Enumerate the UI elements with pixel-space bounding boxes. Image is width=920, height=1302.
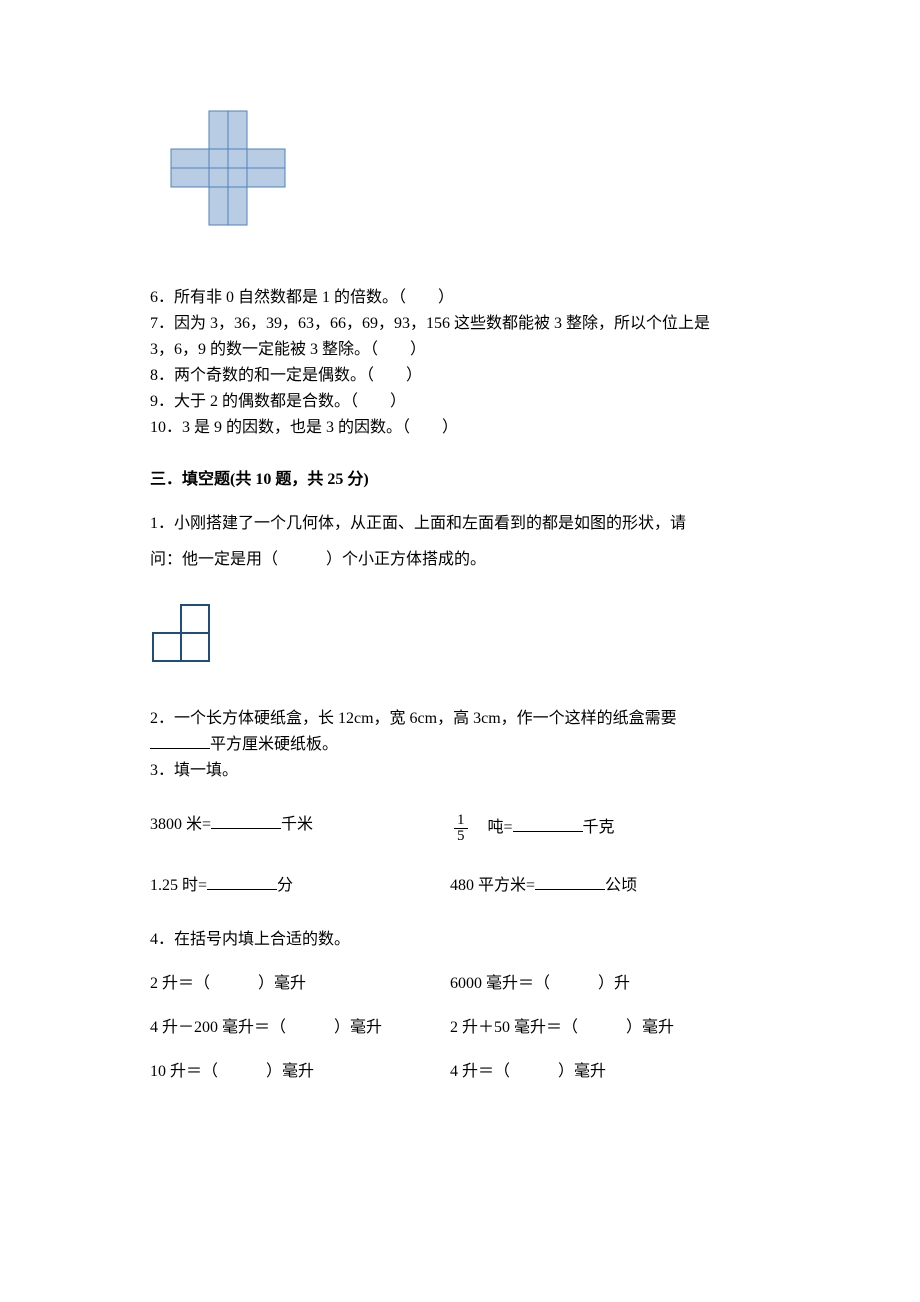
- cross-net-figure: [170, 110, 770, 236]
- q3-r2-right-prefix: 480 平方米=: [450, 877, 535, 894]
- q3-r2-left-suffix: 分: [277, 877, 293, 894]
- s3-q2-line1: 2．一个长方体硬纸盒，长 12cm，宽 6cm，高 3cm，作一个这样的纸盒需要: [150, 707, 770, 731]
- q3-r1-left-blank: [211, 813, 281, 829]
- s3-q3: 3．填一填。: [150, 759, 770, 783]
- q4-r1-right: 6000 毫升＝（ ）升: [450, 972, 770, 996]
- q2-blank: [150, 733, 210, 749]
- tf-q9: 9．大于 2 的偶数都是合数。（ ）: [150, 390, 770, 414]
- q3-r1-right-suffix: 千克: [583, 819, 615, 836]
- q2-suffix: 平方厘米硬纸板。: [210, 736, 338, 753]
- frac-num: 1: [454, 813, 468, 829]
- q4-row1: 2 升＝（ ）毫升 6000 毫升＝（ ）升: [150, 972, 770, 996]
- q4-row2: 4 升－200 毫升＝（ ）毫升 2 升＋50 毫升＝（ ）毫升: [150, 1016, 770, 1040]
- l-shape-figure: [150, 602, 770, 672]
- q3-row1-left: 3800 米= 千米: [150, 813, 450, 844]
- q3-row2: 1.25 时= 分 480 平方米= 公顷: [150, 874, 770, 898]
- fraction-one-fifth: 1 5: [454, 813, 468, 844]
- q3-r2-left-prefix: 1.25 时=: [150, 877, 207, 894]
- q4-r3-left: 10 升＝（ ）毫升: [150, 1060, 450, 1084]
- q4-row3: 10 升＝（ ）毫升 4 升＝（ ）毫升: [150, 1060, 770, 1084]
- tf-q7-line1: 7．因为 3，36，39，63，66，69，93，156 这些数都能被 3 整除…: [150, 312, 770, 336]
- q3-r1-right-blank: [513, 816, 583, 832]
- s3-q1-line2: 问：他一定是用（ ）个小正方体搭成的。: [150, 548, 770, 572]
- s3-q1-line1: 1．小刚搭建了一个几何体，从正面、上面和左面看到的都是如图的形状，请: [150, 512, 770, 536]
- q3-row1-right: 1 5 吨= 千克: [450, 813, 770, 844]
- q3-r1-right-mid: 吨=: [472, 819, 513, 836]
- section3-header: 三．填空题(共 10 题，共 25 分): [150, 468, 770, 492]
- tf-q8: 8．两个奇数的和一定是偶数。（ ）: [150, 364, 770, 388]
- q3-r2-right-blank: [535, 874, 605, 890]
- q4-r3-right: 4 升＝（ ）毫升: [450, 1060, 770, 1084]
- tf-q7-line2: 3，6，9 的数一定能被 3 整除。（ ）: [150, 338, 770, 362]
- q3-row2-left: 1.25 时= 分: [150, 874, 450, 898]
- q3-r2-right-suffix: 公顷: [605, 877, 637, 894]
- tf-q10: 10．3 是 9 的因数，也是 3 的因数。（ ）: [150, 416, 770, 440]
- q3-row2-right: 480 平方米= 公顷: [450, 874, 770, 898]
- q4-r2-right: 2 升＋50 毫升＝（ ）毫升: [450, 1016, 770, 1040]
- tf-q6: 6．所有非 0 自然数都是 1 的倍数。（ ）: [150, 286, 770, 310]
- q3-r2-left-blank: [207, 874, 277, 890]
- s3-q4: 4．在括号内填上合适的数。: [150, 928, 770, 952]
- cross-net-svg: [170, 110, 288, 228]
- frac-den: 5: [454, 829, 468, 844]
- s3-q2-line2: 平方厘米硬纸板。: [150, 733, 770, 757]
- q3-r1-left-prefix: 3800 米=: [150, 816, 211, 833]
- q4-r1-left: 2 升＝（ ）毫升: [150, 972, 450, 996]
- l-shape-svg: [150, 602, 212, 664]
- q3-row1: 3800 米= 千米 1 5 吨= 千克: [150, 813, 770, 844]
- q3-r1-left-suffix: 千米: [281, 816, 313, 833]
- q4-r2-left: 4 升－200 毫升＝（ ）毫升: [150, 1016, 450, 1040]
